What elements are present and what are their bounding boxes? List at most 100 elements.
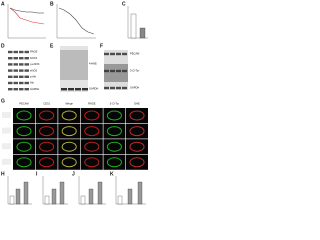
panel-letter: A [1, 1, 5, 7]
vessel-signal [39, 157, 55, 168]
bar [130, 13, 137, 39]
row-label: RAGE [30, 50, 38, 54]
blot-band [24, 63, 29, 66]
micrograph [35, 108, 58, 123]
blot-smear [60, 50, 88, 80]
micrograph [126, 108, 148, 123]
row-label: GAPDH [89, 87, 98, 91]
vessel-signal [61, 157, 77, 168]
micrograph [58, 123, 81, 139]
blot-band [13, 69, 18, 72]
vessel-signal [129, 126, 145, 137]
micrograph [58, 154, 81, 170]
panel-letter: I [36, 171, 38, 177]
micrograph [58, 108, 81, 123]
micrograph [80, 108, 103, 123]
vessel-signal [106, 157, 122, 168]
micrograph [13, 139, 35, 155]
micrograph [13, 108, 35, 123]
blot-band [8, 57, 13, 60]
micrograph [80, 123, 103, 139]
row-label: Akt [30, 81, 34, 85]
blot-band [104, 52, 109, 56]
blot-band [13, 63, 18, 66]
blot-band [19, 63, 24, 66]
axes [115, 176, 146, 205]
blot-band [24, 75, 29, 78]
row-tag [2, 127, 11, 134]
blot-band [8, 63, 13, 66]
blot-band [24, 81, 29, 85]
blot-band [24, 69, 29, 72]
column-header: CD31 [43, 102, 50, 106]
vessel-signal [84, 126, 100, 137]
vessel-signal [39, 141, 55, 152]
blot-band [110, 52, 115, 56]
axes [56, 4, 96, 39]
panel-letter: K [110, 171, 114, 177]
bar [15, 188, 21, 205]
blot-band [122, 52, 127, 56]
bar [80, 195, 86, 205]
panel-letter: D [1, 43, 5, 49]
column-header: PECAM [19, 102, 28, 106]
row-label: 4-HNE [89, 62, 97, 66]
blot-band [13, 75, 18, 78]
row-tag [2, 143, 11, 150]
bar [23, 181, 29, 205]
micrograph [13, 123, 35, 139]
panel-letter: E [50, 43, 54, 49]
blot-band [116, 52, 121, 56]
blot-band [19, 81, 24, 85]
blot-band [75, 88, 81, 91]
blot-band [19, 75, 24, 78]
panel-letter: H [1, 171, 5, 177]
blot-band [13, 57, 18, 60]
row-label: p-eNOS [30, 62, 40, 66]
blot-band [19, 88, 24, 91]
vessel-signal [84, 110, 100, 121]
row-label: p-Akt [30, 74, 36, 78]
curve [9, 7, 45, 25]
vessel-signal [16, 126, 32, 137]
blot-band [104, 86, 109, 90]
blot-band [122, 86, 127, 90]
vessel-signal [39, 110, 55, 121]
panel-letter: B [50, 1, 54, 7]
blot-band [19, 69, 24, 72]
bar [59, 181, 65, 205]
blot-band [8, 50, 13, 54]
micrograph [103, 123, 126, 139]
micrograph [126, 123, 148, 139]
panel-letter: J [72, 171, 75, 177]
vessel-signal [16, 157, 32, 168]
curve [58, 7, 95, 35]
micrograph [126, 154, 148, 170]
micrograph [35, 139, 58, 155]
micrograph [58, 139, 81, 155]
column-header: DHE [134, 102, 140, 106]
bar [9, 195, 15, 205]
vessel-signal [39, 126, 55, 137]
column-header: RAGE [88, 102, 96, 106]
vessel-signal [84, 157, 100, 168]
vessel-signal [129, 110, 145, 121]
bar [117, 195, 123, 205]
vessel-signal [61, 141, 77, 152]
blot-band [13, 88, 18, 91]
bar [139, 27, 146, 39]
blot-band [82, 88, 88, 91]
blot-band [8, 81, 13, 85]
micrograph [35, 123, 58, 139]
micrograph [103, 154, 126, 170]
panel-letter: F [100, 43, 103, 49]
blot-band [61, 88, 67, 91]
row-label: 3-Cl-Tyr [130, 69, 139, 73]
vessel-signal [61, 126, 77, 137]
micrograph [103, 139, 126, 155]
vessel-signal [16, 141, 32, 152]
blot-band [13, 81, 18, 85]
vessel-signal [16, 110, 32, 121]
micrograph [126, 139, 148, 155]
blot-band [8, 75, 13, 78]
